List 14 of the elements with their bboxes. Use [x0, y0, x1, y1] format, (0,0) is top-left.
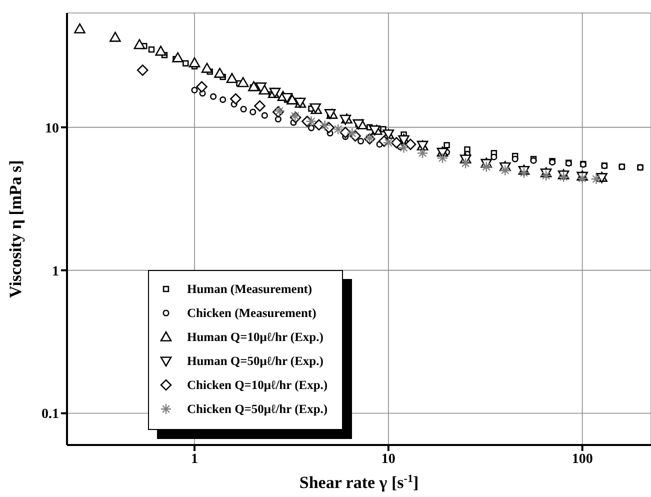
y-tick-label: 0.1: [42, 407, 59, 422]
legend-label: Chicken Q=10μℓ/hr (Exp.): [187, 378, 328, 392]
legend-label: Chicken Q=50μℓ/hr (Exp.): [187, 402, 328, 416]
y-tick-label: 10: [45, 121, 59, 136]
legend-label: Human Q=10μℓ/hr (Exp.): [187, 330, 324, 344]
x-tick-label: 100: [572, 452, 593, 467]
x-axis-title: Shear rate γ [s$^{-1}$]: [299, 473, 419, 492]
y-tick-label: 1: [52, 264, 59, 280]
x-tick-label: 1: [191, 452, 198, 467]
legend-label: Human (Measurement): [187, 282, 312, 296]
legend-label: Human Q=50μℓ/hr (Exp.): [187, 354, 324, 368]
legend-label: Chicken (Measurement): [187, 306, 316, 320]
x-tick-label: 10: [381, 452, 396, 467]
y-axis-title: Viscosity η [mPa s]: [6, 160, 25, 298]
